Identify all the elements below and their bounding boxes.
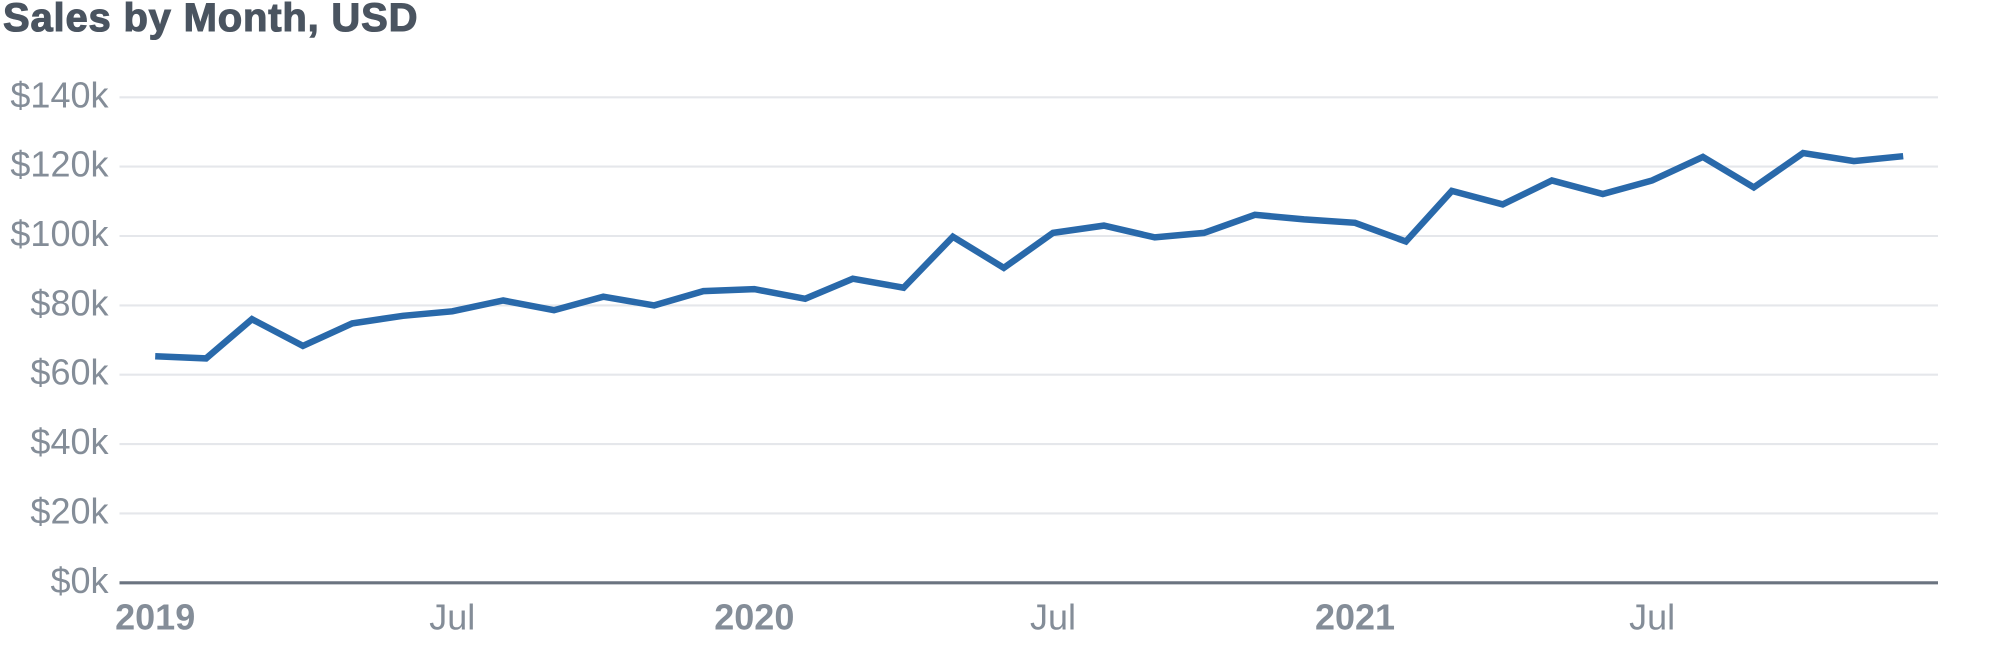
svg-text:2021: 2021 xyxy=(1315,597,1395,638)
svg-text:$40k: $40k xyxy=(30,421,109,462)
svg-text:2020: 2020 xyxy=(714,597,794,638)
svg-text:Jul: Jul xyxy=(1629,597,1675,638)
svg-text:$80k: $80k xyxy=(30,282,109,323)
svg-text:$120k: $120k xyxy=(10,144,109,185)
svg-text:2019: 2019 xyxy=(115,597,195,638)
svg-text:$60k: $60k xyxy=(30,352,109,393)
svg-text:$100k: $100k xyxy=(10,213,109,254)
svg-text:Jul: Jul xyxy=(429,597,475,638)
svg-text:$0k: $0k xyxy=(50,560,109,601)
svg-text:Sales by Month, USD: Sales by Month, USD xyxy=(3,0,418,40)
svg-text:Jul: Jul xyxy=(1030,597,1076,638)
svg-text:$20k: $20k xyxy=(30,490,109,531)
svg-text:$140k: $140k xyxy=(10,74,109,115)
